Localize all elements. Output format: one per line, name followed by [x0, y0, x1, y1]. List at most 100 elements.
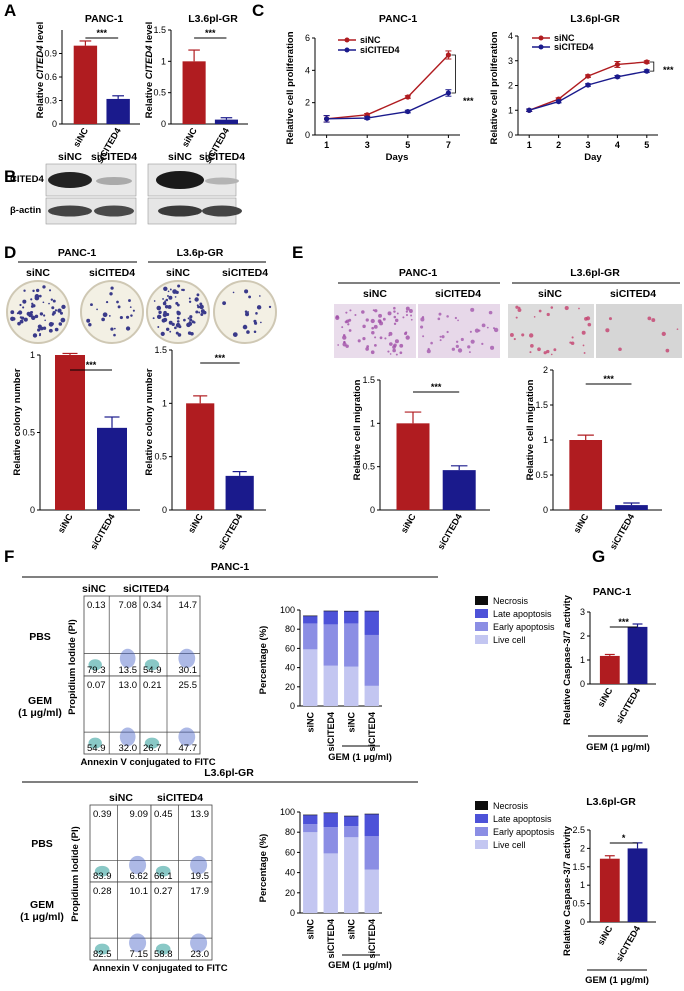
y-tick-label: 100	[280, 807, 295, 817]
quadrant-upper-right: 14.7	[179, 600, 198, 611]
colony	[246, 330, 250, 334]
colony	[29, 311, 33, 314]
colony	[110, 286, 114, 290]
migrated-cell	[372, 309, 375, 312]
colony	[105, 300, 109, 304]
x-tick-label: siNC	[56, 512, 75, 535]
colony	[156, 305, 162, 311]
migrated-cell	[439, 335, 442, 338]
segment-late-apoptosis	[323, 610, 338, 625]
legend-label: Late apoptosis	[493, 609, 552, 619]
migrated-cell	[665, 348, 670, 353]
flow-plots: 0.13 7.08 79.3 13.5 0.34 14.7 54.9 30.1 0.07 13.0…	[83, 595, 213, 961]
migrated-cell	[384, 337, 387, 340]
colony	[86, 318, 91, 323]
colony	[57, 308, 62, 313]
migrated-cell	[405, 306, 410, 311]
bar-sicited4	[627, 848, 648, 922]
migrated-cell	[437, 317, 441, 321]
colony	[54, 327, 59, 332]
y-tick-label: 100	[280, 605, 295, 615]
live-cell-cluster	[155, 943, 171, 955]
colony	[102, 312, 108, 318]
c1-legend: siNC siCITED4	[338, 35, 400, 55]
blot-lane-2: siCITED4	[91, 151, 137, 163]
migrated-cell	[389, 353, 392, 355]
segment-necrosis	[364, 813, 379, 815]
colony	[50, 322, 54, 326]
data-point-sinc	[585, 73, 591, 79]
colony	[162, 312, 167, 318]
colony	[253, 330, 257, 334]
colony	[42, 285, 46, 289]
bar-sinc	[186, 403, 215, 510]
colony	[52, 310, 56, 315]
migrated-cell	[515, 316, 518, 319]
migrated-cell	[393, 322, 397, 326]
f2-flow-ylabel: Propidium Iodide (PI)	[70, 826, 81, 922]
migrated-cell	[569, 341, 572, 344]
segment-live-cell	[364, 685, 379, 706]
segment-live-cell	[323, 853, 338, 913]
colony	[255, 312, 258, 315]
y-tick-label: 2	[543, 365, 548, 375]
apoptotic-cell-cluster	[190, 855, 208, 875]
f1-gem-label: GEM (1 μg/ml)	[328, 752, 392, 763]
colony	[117, 305, 121, 309]
quadrant-lower-right: 30.1	[179, 665, 198, 676]
e-lane-1: siNC	[363, 288, 387, 300]
colony	[256, 305, 262, 310]
data-point-sicited4	[556, 98, 562, 105]
g2-title: L3.6pl-GR	[586, 796, 636, 808]
colony	[175, 290, 179, 295]
colony	[196, 293, 200, 297]
colony	[232, 332, 238, 337]
segment-early-apoptosis	[344, 826, 359, 838]
colony	[187, 331, 192, 335]
colony	[116, 300, 119, 304]
migrated-cell	[394, 339, 399, 344]
y-tick-label: 0.5	[572, 899, 585, 909]
x-tick-label: siNC	[572, 512, 591, 535]
significance-mark: ***	[215, 353, 226, 363]
segment-late-apoptosis	[344, 610, 359, 624]
colony	[128, 299, 131, 302]
colony	[125, 315, 130, 319]
colony	[222, 301, 227, 306]
migrated-cell	[348, 329, 352, 332]
chart-g1-panc1: 0 1 2 3 siNC siCITED4 ***	[580, 607, 656, 725]
migrated-cell	[490, 345, 495, 350]
segment-late-apoptosis	[303, 815, 318, 825]
blot-lane-4: siCITED4	[199, 151, 245, 163]
f2-row-pbs: PBS	[31, 838, 53, 850]
colony	[167, 305, 172, 309]
migrated-cell	[362, 336, 366, 341]
colony	[169, 330, 172, 333]
migrated-cell	[393, 343, 397, 347]
colony	[199, 304, 204, 310]
x-tick-label: siCITED4	[367, 919, 377, 959]
migrated-cell	[470, 339, 475, 344]
colony	[245, 312, 250, 317]
migrated-cell	[408, 309, 413, 313]
data-point-sinc	[614, 61, 621, 68]
a2-title: L3.6pl-GR	[188, 13, 238, 25]
migrated-cell	[446, 330, 449, 334]
migrated-cell	[521, 333, 525, 337]
legend-swatch	[475, 635, 488, 644]
x-tick-label: siCITED4	[608, 512, 636, 551]
colony	[186, 322, 191, 328]
segment-early-apoptosis	[303, 824, 318, 833]
migrated-cell	[469, 330, 472, 333]
y-tick-label: 4	[508, 31, 513, 41]
f1-row-gem: GEM	[28, 695, 52, 707]
y-tick-label: 0.5	[153, 88, 166, 98]
migrated-cell	[379, 321, 384, 326]
migrated-cell	[402, 316, 405, 319]
migrated-cell	[651, 318, 656, 323]
f1-title: PANC-1	[211, 561, 249, 573]
migrated-cell	[446, 315, 449, 318]
